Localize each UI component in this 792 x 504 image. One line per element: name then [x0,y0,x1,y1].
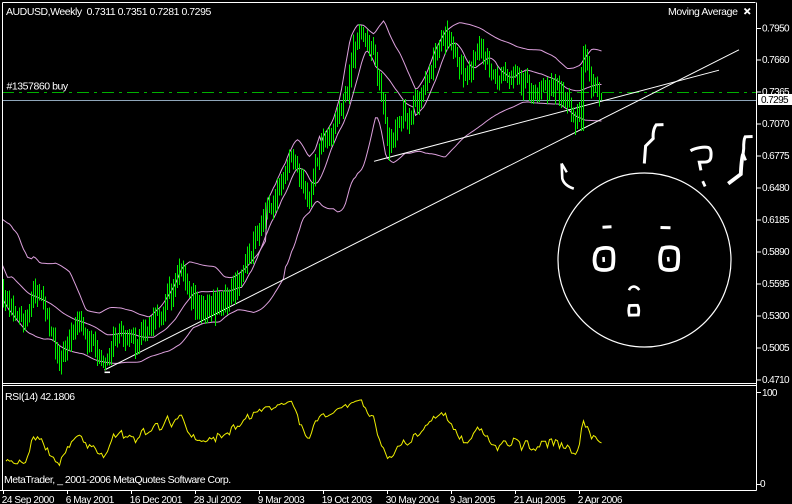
svg-text:0.6185: 0.6185 [762,215,790,226]
svg-text:0.6480: 0.6480 [762,183,790,194]
svg-text:100: 100 [762,388,778,399]
svg-text:30 May 2004: 30 May 2004 [386,495,440,504]
svg-text:0.7660: 0.7660 [762,55,790,66]
svg-text:24 Sep 2000: 24 Sep 2000 [2,495,55,504]
svg-text:0: 0 [760,479,766,490]
svg-text:21 Aug 2005: 21 Aug 2005 [514,495,567,504]
svg-text:MetaTrader, _ 2001-2006 MetaQu: MetaTrader, _ 2001-2006 MetaQuotes Softw… [4,474,231,486]
svg-text:0.7070: 0.7070 [762,119,790,130]
svg-text:0.7295: 0.7295 [761,95,789,106]
svg-text:9 Jan 2005: 9 Jan 2005 [450,495,496,504]
svg-text:9 Mar 2003: 9 Mar 2003 [258,495,305,504]
svg-text:0.5595: 0.5595 [762,279,790,290]
svg-text:2 Apr 2006: 2 Apr 2006 [578,495,623,504]
svg-text:0.5005: 0.5005 [762,343,790,354]
svg-text:0.5300: 0.5300 [762,311,790,322]
svg-text:19 Oct 2003: 19 Oct 2003 [322,495,373,504]
svg-text:AUDUSD,Weekly 0.7311 0.7351 0: AUDUSD,Weekly 0.7311 0.7351 0.7281 0.729… [6,6,211,18]
svg-text:16 Dec 2001: 16 Dec 2001 [130,495,183,504]
svg-text:0.4710: 0.4710 [762,375,790,386]
svg-text:0.7950: 0.7950 [762,24,790,35]
svg-text:6 May 2001: 6 May 2001 [66,495,115,504]
svg-text:#1357860 buy: #1357860 buy [7,81,69,93]
svg-text:RSI(14) 42.1806: RSI(14) 42.1806 [5,391,75,403]
svg-text:Moving Average: Moving Average [668,6,738,18]
svg-text:28 Jul 2002: 28 Jul 2002 [194,495,242,504]
svg-text:0.7365: 0.7365 [762,87,790,98]
svg-text:0.6775: 0.6775 [762,151,790,162]
svg-text:0.5890: 0.5890 [762,247,790,258]
